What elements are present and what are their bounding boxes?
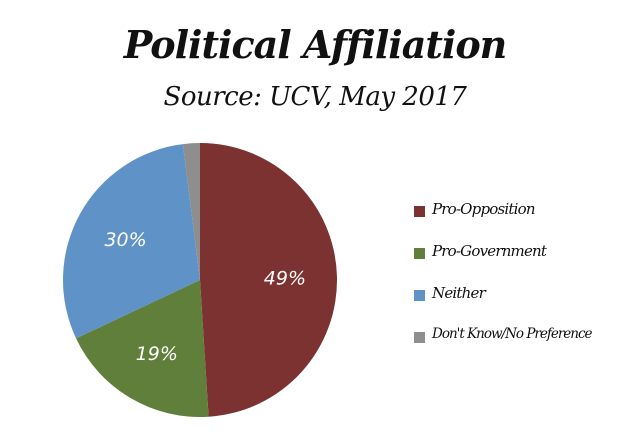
legend-item-neither: Neither: [414, 284, 628, 304]
chart-subtitle: Source: UCV, May 2017: [163, 82, 467, 112]
legend-label-pro-government: Pro-Government: [432, 242, 547, 260]
pie-label-neither: 30%: [104, 229, 146, 251]
legend-swatch-neither: [414, 290, 425, 301]
legend-label-pro-opposition: Pro-Opposition: [432, 200, 536, 218]
pie-label-pro-opposition: 49%: [264, 267, 306, 289]
chart-title: Political Affiliation: [123, 22, 508, 67]
pie-slice-pro-opposition: [200, 143, 338, 417]
legend: Pro-Opposition Pro-Government Neither Do…: [414, 200, 628, 368]
legend-swatch-pro-government: [414, 248, 425, 259]
legend-item-pro-government: Pro-Government: [414, 242, 628, 262]
legend-label-dont-know: Don't Know/No Preference: [432, 326, 593, 342]
legend-label-neither: Neither: [432, 284, 486, 302]
pie-slice-dont-know: [182, 143, 200, 280]
pie-slice-pro-government: [76, 280, 209, 417]
pie-slice-neither: [62, 144, 200, 339]
pie-label-pro-government: 19%: [136, 343, 178, 365]
legend-swatch-dont-know: [414, 332, 425, 343]
legend-item-pro-opposition: Pro-Opposition: [414, 200, 628, 220]
legend-swatch-pro-opposition: [414, 206, 425, 217]
legend-item-dont-know: Don't Know/No Preference: [414, 326, 628, 346]
